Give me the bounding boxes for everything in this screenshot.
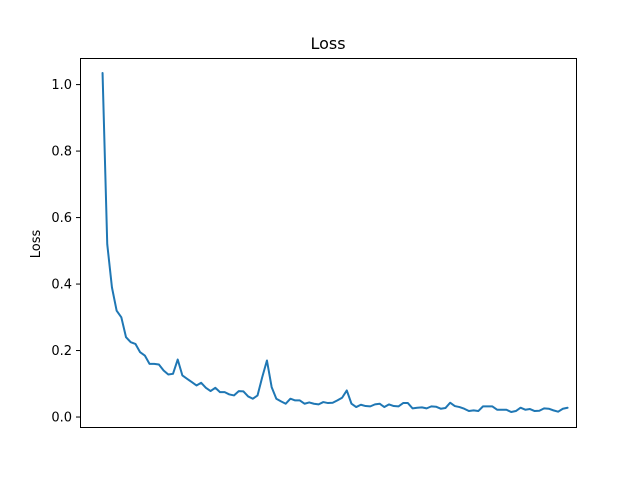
y-tick-label: 1.0 (51, 78, 72, 93)
y-tick-label: 0.2 (51, 344, 72, 359)
y-tick-label: 0.8 (51, 145, 72, 160)
series-line-loss (101, 71, 569, 414)
y-tick-label: 0.6 (51, 211, 72, 226)
y-axis-label: Loss (29, 230, 44, 259)
axes-frame (80, 58, 577, 428)
series-group (101, 71, 569, 414)
chart-title: Loss (310, 34, 345, 53)
y-axis-ticks: 0.0 0.2 0.4 0.6 0.8 1.0 (51, 78, 80, 426)
y-tick-label: 0.0 (51, 411, 72, 426)
y-tick-label: 0.4 (51, 278, 72, 293)
